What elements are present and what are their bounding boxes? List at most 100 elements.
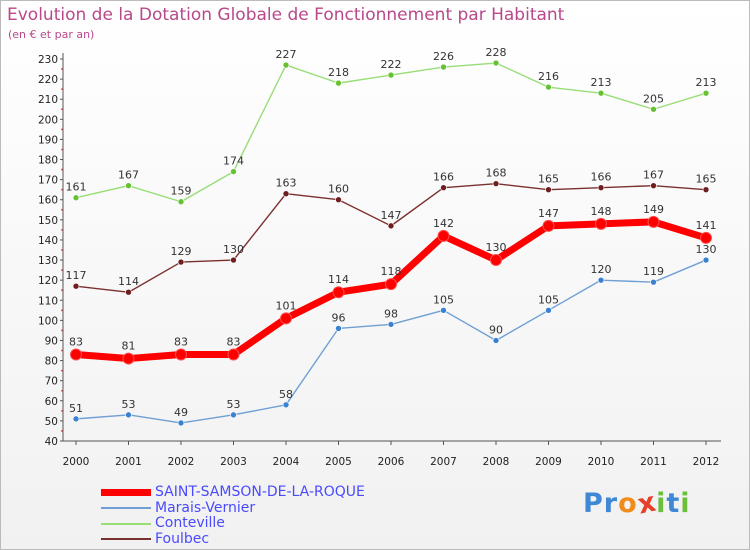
y-tick-label: 130 — [38, 255, 58, 267]
y-minor-tick — [61, 289, 63, 292]
data-label-marais-vernier: 96 — [332, 311, 346, 324]
y-minor-tick — [61, 88, 63, 91]
series-layer — [70, 59, 712, 427]
x-tick-label: 2010 — [588, 456, 615, 468]
data-label-foulbec: 166 — [433, 171, 454, 184]
data-label-foulbec: 167 — [643, 169, 664, 182]
series-saint-samson — [70, 215, 712, 365]
legend-swatch-foulbec — [101, 538, 151, 541]
data-label-foulbec: 165 — [696, 173, 717, 186]
chart-subtitle: (en € et par an) — [8, 28, 95, 41]
data-point-saint-samson — [490, 254, 502, 267]
data-point-marais-vernier — [440, 307, 447, 314]
data-label-marais-vernier: 119 — [643, 265, 664, 278]
y-minor-tick — [61, 148, 63, 151]
y-minor-tick — [61, 249, 63, 251]
data-point-marais-vernier — [650, 278, 657, 286]
data-point-saint-samson — [70, 348, 82, 361]
data-label-marais-vernier: 51 — [69, 402, 83, 415]
data-label-marais-vernier: 120 — [591, 263, 612, 276]
data-label-saint-samson: 83 — [227, 336, 241, 349]
data-point-foulbec — [282, 190, 290, 198]
data-point-conteville — [177, 198, 185, 206]
data-point-marais-vernier — [492, 337, 500, 344]
y-minor-tick — [61, 108, 63, 111]
proxiti-logo: Proxiti — [583, 486, 691, 520]
y-minor-tick — [61, 329, 63, 332]
data-label-saint-samson: 141 — [696, 219, 717, 232]
data-label-conteville: 174 — [223, 155, 244, 168]
data-point-saint-samson — [385, 278, 397, 291]
data-point-foulbec — [230, 256, 237, 264]
legend-item-marais-vernier: Marais-Vernier — [101, 499, 365, 517]
data-label-saint-samson: 149 — [643, 203, 664, 216]
data-label-saint-samson: 101 — [276, 299, 297, 312]
data-point-foulbec — [650, 182, 657, 189]
data-label-foulbec: 130 — [223, 243, 244, 256]
data-label-saint-samson: 118 — [381, 265, 402, 278]
legend-label-marais-vernier: Marais-Vernier — [155, 499, 256, 516]
x-tick-label: 2001 — [115, 456, 142, 468]
y-tick-label: 160 — [38, 195, 58, 207]
data-point-marais-vernier — [230, 411, 237, 419]
y-tick-label: 120 — [38, 275, 58, 287]
logo-letter: r — [603, 488, 619, 519]
data-label-saint-samson: 148 — [591, 205, 612, 218]
data-point-saint-samson — [647, 215, 660, 228]
data-point-marais-vernier — [597, 276, 605, 284]
data-label-marais-vernier: 53 — [122, 398, 136, 411]
data-label-foulbec: 163 — [276, 177, 297, 190]
data-label-saint-samson: 130 — [486, 241, 507, 254]
y-tick-label: 100 — [38, 315, 58, 327]
x-tick-label: 2005 — [325, 456, 352, 468]
y-tick-label: 110 — [38, 295, 58, 307]
data-point-foulbec — [492, 180, 500, 187]
data-point-conteville — [125, 182, 132, 189]
y-minor-tick — [61, 309, 63, 312]
data-point-marais-vernier — [282, 401, 290, 409]
data-label-marais-vernier: 53 — [227, 398, 241, 411]
data-point-conteville — [545, 83, 552, 91]
data-label-marais-vernier: 130 — [696, 243, 717, 256]
data-point-foulbec — [72, 282, 80, 290]
y-minor-tick — [61, 430, 63, 432]
y-minor-tick — [61, 68, 63, 70]
data-point-conteville — [492, 59, 500, 67]
data-label-foulbec: 166 — [591, 171, 612, 184]
y-minor-tick — [61, 369, 63, 372]
data-point-conteville — [597, 89, 605, 97]
y-tick-label: 40 — [45, 436, 58, 448]
data-label-saint-samson: 83 — [69, 336, 83, 349]
data-label-saint-samson: 142 — [433, 217, 454, 230]
data-label-marais-vernier: 105 — [538, 293, 559, 306]
data-point-saint-samson — [227, 348, 240, 361]
data-point-foulbec — [387, 222, 395, 230]
y-minor-tick — [61, 349, 63, 352]
data-label-conteville: 161 — [66, 181, 87, 194]
data-point-conteville — [702, 89, 710, 97]
y-tick-label: 200 — [38, 114, 58, 126]
y-tick-label: 180 — [38, 155, 58, 167]
data-label-conteville: 226 — [433, 50, 454, 63]
y-minor-tick — [61, 188, 63, 191]
legend-swatch-marais-vernier — [101, 507, 151, 510]
y-tick-label: 60 — [45, 396, 58, 408]
y-tick-label: 140 — [38, 235, 58, 247]
data-point-marais-vernier — [335, 325, 342, 332]
data-point-conteville — [72, 194, 80, 202]
data-point-marais-vernier — [125, 411, 132, 419]
data-label-saint-samson: 81 — [122, 340, 136, 353]
data-point-saint-samson — [437, 229, 450, 242]
logo-letter: t — [666, 488, 681, 519]
series-conteville — [72, 59, 710, 206]
legend-label-conteville: Conteville — [155, 515, 225, 532]
chart-title: Evolution de la Dotation Globale de Fonc… — [7, 5, 565, 25]
data-label-marais-vernier: 58 — [279, 388, 293, 401]
x-tick-label: 2006 — [378, 456, 405, 468]
data-label-foulbec: 117 — [66, 269, 87, 282]
legend-item-conteville: Conteville — [101, 516, 365, 532]
y-tick-label: 90 — [45, 335, 58, 347]
legend-label-saint-samson: SAINT-SAMSON-DE-LA-ROQUE — [155, 484, 365, 501]
data-point-foulbec — [702, 186, 710, 193]
